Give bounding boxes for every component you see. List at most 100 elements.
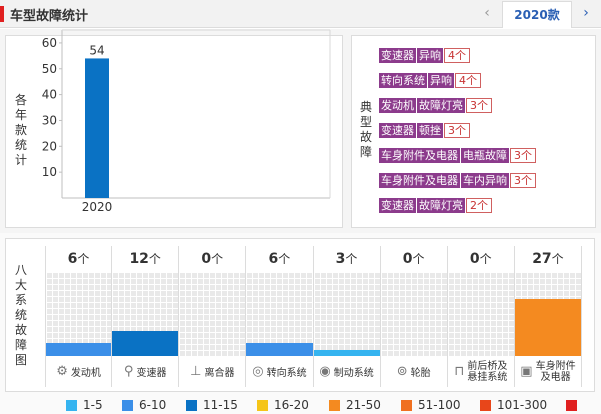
system-count: 0个 — [179, 246, 246, 272]
label-char: 障 — [359, 145, 372, 159]
system-column[interactable]: 27个 ▣ 车身附件 及电器 — [514, 246, 582, 387]
fault-row[interactable]: 转向系统 异响 4个 — [379, 72, 481, 88]
fault-count: 4个 — [444, 47, 470, 63]
system-count: 3个 — [313, 246, 380, 272]
fault-tag[interactable]: 电瓶故障 — [461, 147, 509, 163]
eight-systems-chart: 6个 ⚙ 发动机 12个 ⚲ 变速器 0个 ⊥ 离合器 6个 ◎ 转向系统 3个 ◉ 制动系统 0个 ⊚ 轮胎 0个… — [45, 246, 582, 387]
fault-tag[interactable]: 发动机 — [379, 97, 416, 113]
system-count-value: 0 — [201, 251, 212, 267]
next-arrow-icon[interactable]: › — [583, 5, 589, 21]
system-bar-fill — [313, 349, 380, 356]
system-count: 27个 — [514, 246, 581, 272]
label-char: 八 — [14, 263, 27, 277]
system-count-unit: 个 — [211, 252, 224, 266]
tire-icon: ⊚ — [396, 364, 408, 379]
system-column[interactable]: 12个 ⚲ 变速器 — [112, 246, 180, 387]
label-char: 典 — [359, 100, 372, 114]
system-bar-fill — [112, 330, 179, 356]
x-tick-label: 2020 — [82, 200, 113, 214]
legend-swatch — [186, 399, 197, 411]
system-count-value: 6 — [268, 251, 279, 267]
tab-model-year[interactable]: 2020款 — [502, 1, 572, 28]
label-char: 大 — [14, 278, 27, 292]
fault-row[interactable]: 变速器 异响 4个 — [379, 47, 470, 63]
fault-tag[interactable]: 车身附件及电器 — [379, 147, 460, 163]
fault-tag[interactable]: 变速器 — [379, 197, 416, 213]
fault-row[interactable]: 发动机 故障灯亮 3个 — [379, 97, 492, 113]
clutch-icon: ⊥ — [190, 364, 202, 379]
system-count-unit: 个 — [412, 252, 425, 266]
prev-arrow-icon[interactable]: ‹ — [484, 5, 490, 21]
legend-label: 6-10 — [139, 398, 167, 412]
system-label: ◎ 转向系统 — [246, 356, 313, 387]
system-count: 0个 — [380, 246, 447, 272]
system-bar-area — [246, 272, 313, 356]
system-name-line: 前后桥及 — [467, 360, 508, 372]
title-accent — [0, 6, 4, 22]
fault-tag[interactable]: 变速器 — [379, 47, 416, 63]
legend-swatch — [329, 399, 340, 411]
system-name-line: 车身附件 — [535, 360, 576, 372]
legend-item: 6-10 — [122, 398, 166, 412]
system-name: 车身附件 及电器 — [536, 361, 576, 383]
system-name-line: 及电器 — [540, 371, 571, 383]
fault-tag[interactable]: 车身附件及电器 — [379, 172, 460, 188]
system-name: 变速器 — [136, 368, 167, 379]
fault-row[interactable]: 车身附件及电器 车内异响 3个 — [379, 172, 536, 188]
system-name: 前后桥及 悬挂系统 — [467, 361, 507, 383]
system-label: ⊚ 轮胎 — [380, 356, 447, 387]
label-char: 统 — [14, 308, 27, 322]
system-bar-fill — [46, 343, 112, 356]
fault-tag[interactable]: 转向系统 — [379, 72, 427, 88]
system-bar-area — [313, 272, 380, 356]
system-label: ⊥ 离合器 — [179, 356, 246, 387]
system-column[interactable]: 0个 ⊓ 前后桥及 悬挂系统 — [447, 246, 515, 387]
fault-tag[interactable]: 异响 — [428, 72, 454, 88]
system-column[interactable]: 0个 ⊥ 离合器 — [179, 246, 247, 387]
legend-label: 101-300 — [497, 398, 548, 412]
fault-row[interactable]: 变速器 顿挫 3个 — [379, 122, 470, 138]
legend-item: 51-100 — [401, 398, 461, 412]
yearly-chart-panel — [5, 35, 343, 228]
label-char: 统 — [14, 138, 27, 152]
bar-value-label: 54 — [89, 43, 104, 57]
fault-tag[interactable]: 故障灯亮 — [417, 197, 465, 213]
fault-tag[interactable]: 变速器 — [379, 122, 416, 138]
system-name-line: 悬挂系统 — [467, 371, 508, 383]
system-count: 6个 — [46, 246, 112, 272]
label-char: 故 — [359, 130, 372, 144]
system-count-value: 12 — [129, 251, 149, 267]
system-count-unit: 个 — [345, 252, 358, 266]
system-column[interactable]: 6个 ◎ 转向系统 — [246, 246, 314, 387]
legend-item: 1-5 — [66, 398, 103, 412]
legend-swatch — [401, 399, 412, 411]
system-name: 离合器 — [204, 368, 235, 379]
system-label: ◉ 制动系统 — [313, 356, 380, 387]
legend-swatch — [122, 399, 133, 411]
brake-icon: ◉ — [319, 364, 331, 379]
system-label: ⚲ 变速器 — [112, 356, 179, 387]
system-count-value: 6 — [67, 251, 78, 267]
system-column[interactable]: 3个 ◉ 制动系统 — [313, 246, 381, 387]
y-tick-label: 60 — [42, 36, 57, 50]
legend-label: 11-15 — [203, 398, 238, 412]
fault-tag[interactable]: 故障灯亮 — [417, 97, 465, 113]
label-char: 年 — [14, 108, 27, 122]
fault-tag[interactable]: 异响 — [417, 47, 443, 63]
fault-tag[interactable]: 顿挫 — [417, 122, 443, 138]
system-column[interactable]: 0个 ⊚ 轮胎 — [380, 246, 448, 387]
fault-tag[interactable]: 车内异响 — [461, 172, 509, 188]
legend-swatch — [66, 399, 77, 411]
system-bar-fill — [514, 299, 581, 356]
y-tick-label: 20 — [42, 139, 57, 153]
y-tick-label: 10 — [42, 165, 57, 179]
system-count-unit: 个 — [479, 252, 492, 266]
system-count: 0个 — [447, 246, 514, 272]
label-char: 图 — [14, 353, 27, 367]
system-column[interactable]: 6个 ⚙ 发动机 — [45, 246, 113, 387]
fault-row[interactable]: 车身附件及电器 电瓶故障 3个 — [379, 147, 536, 163]
fault-row[interactable]: 变速器 故障灯亮 2个 — [379, 197, 492, 213]
fault-count: 3个 — [510, 147, 536, 163]
system-count: 12个 — [112, 246, 179, 272]
